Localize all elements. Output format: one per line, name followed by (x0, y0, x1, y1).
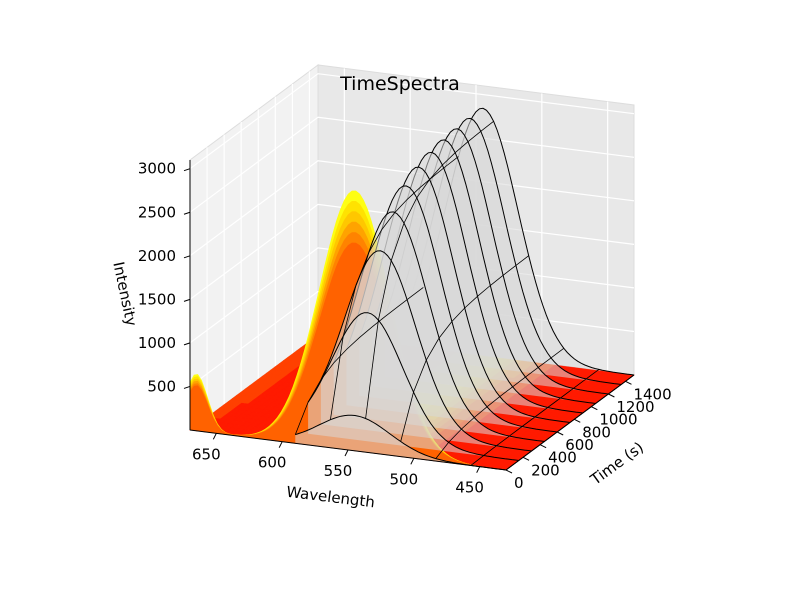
chart-title: TimeSpectra (340, 73, 460, 95)
intensity-tick-label: 500 (147, 377, 176, 395)
time-tick (574, 418, 581, 423)
wireframe-surface (294, 107, 635, 471)
time-tick (608, 393, 615, 398)
time-tick-label: 1400 (633, 385, 671, 403)
intensity-tick (183, 255, 191, 259)
intensity-tick (183, 298, 191, 302)
intensity-tick-label: 1500 (138, 290, 176, 308)
z-grid-line (189, 203, 635, 300)
wireframe-cross-line (470, 369, 600, 466)
time-tick (556, 431, 564, 436)
wavelength-tick (212, 433, 217, 440)
wavelength-tick-label: 550 (324, 462, 353, 480)
z-grid-line (189, 160, 635, 257)
wavelength-tick-label: 650 (192, 445, 221, 463)
wireframe-cross-line (400, 255, 529, 442)
wavelength-tick-label: 500 (390, 470, 419, 488)
time-tick (505, 469, 513, 474)
wavelength-tick-label: 450 (455, 479, 484, 497)
wavelength-tick-label: 600 (258, 454, 287, 472)
wireframe-cross-line (365, 120, 494, 419)
time-tick (539, 444, 547, 449)
wavelength-tick (344, 449, 349, 457)
time-tick (625, 380, 632, 385)
time-axis-label: Time (s) (586, 438, 647, 489)
intensity-tick (183, 342, 191, 346)
time-tick-label: 200 (531, 461, 560, 479)
wavelength-tick (476, 466, 481, 473)
time-tick-label: 400 (548, 449, 577, 467)
time-tick-label: 800 (582, 423, 611, 441)
time-tick-label: 1200 (616, 398, 654, 416)
intensity-tick-label: 2500 (138, 203, 176, 221)
wavelength-axis-label: Wavelength (285, 483, 376, 512)
time-tick-label: 600 (565, 436, 594, 454)
intensity-axis-label: Intensity (109, 260, 140, 328)
time-tick-label: 1000 (599, 411, 637, 429)
time-tick (522, 456, 530, 461)
intensity-tick (183, 211, 191, 215)
wireframe-cross-line (294, 287, 424, 435)
intensity-tick-label: 2000 (138, 247, 176, 265)
wireframe-cross-line (330, 156, 459, 420)
intensity-tick-label: 3000 (138, 160, 176, 178)
base-edge (189, 374, 635, 471)
z-grid-line (189, 116, 635, 213)
intensity-tick (183, 168, 191, 172)
intensity-tick-label: 1000 (138, 334, 176, 352)
z-grid-line (189, 73, 635, 170)
intensity-tick (183, 385, 191, 389)
wireframe-slice-fill (295, 415, 506, 470)
wavelength-tick (410, 458, 415, 465)
time-tick-label: 0 (514, 474, 524, 492)
time-tick (591, 406, 598, 411)
wireframe-cross-line (435, 347, 565, 459)
wavelength-tick (278, 441, 283, 448)
